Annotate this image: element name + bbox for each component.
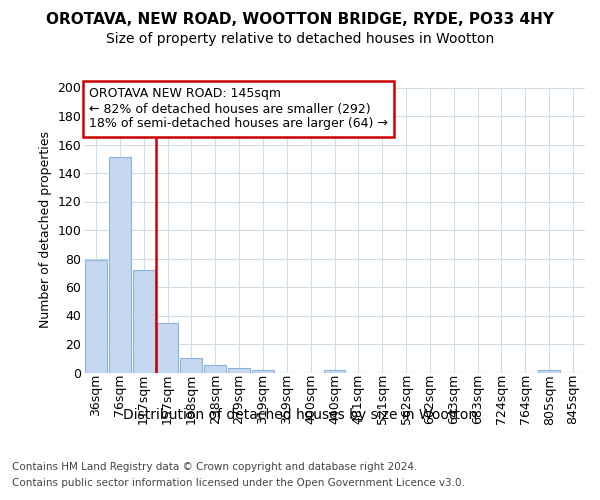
Bar <box>538 370 560 372</box>
Bar <box>252 370 274 372</box>
Bar <box>228 368 250 372</box>
Bar <box>133 270 155 372</box>
Text: Contains public sector information licensed under the Open Government Licence v3: Contains public sector information licen… <box>12 478 465 488</box>
Text: Contains HM Land Registry data © Crown copyright and database right 2024.: Contains HM Land Registry data © Crown c… <box>12 462 418 472</box>
Bar <box>204 366 226 372</box>
Bar <box>157 322 178 372</box>
Bar <box>323 370 346 372</box>
Text: OROTAVA, NEW ROAD, WOOTTON BRIDGE, RYDE, PO33 4HY: OROTAVA, NEW ROAD, WOOTTON BRIDGE, RYDE,… <box>46 12 554 28</box>
Bar <box>181 358 202 372</box>
Bar <box>109 158 131 372</box>
Text: Distribution of detached houses by size in Wootton: Distribution of detached houses by size … <box>123 408 477 422</box>
Bar <box>85 260 107 372</box>
Y-axis label: Number of detached properties: Number of detached properties <box>39 132 52 328</box>
Text: Size of property relative to detached houses in Wootton: Size of property relative to detached ho… <box>106 32 494 46</box>
Text: OROTAVA NEW ROAD: 145sqm
← 82% of detached houses are smaller (292)
18% of semi-: OROTAVA NEW ROAD: 145sqm ← 82% of detach… <box>89 88 388 130</box>
